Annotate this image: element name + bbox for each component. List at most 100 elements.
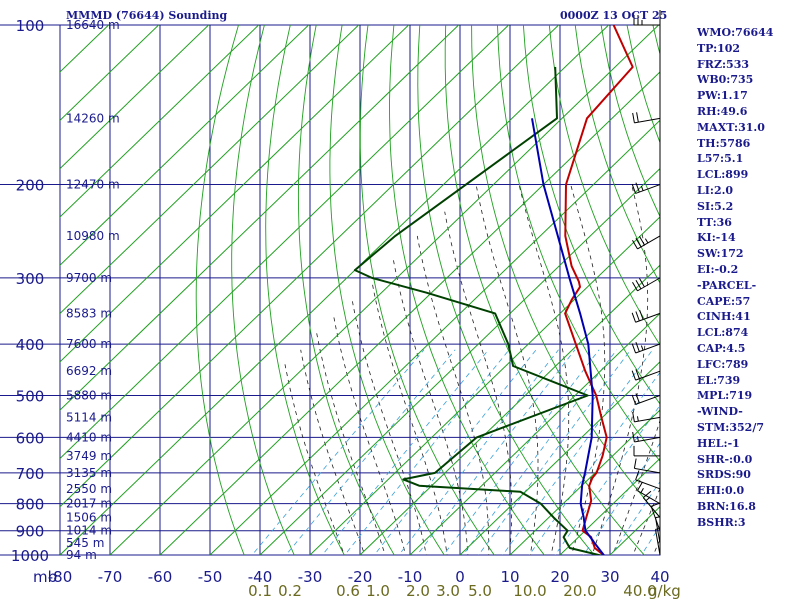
index-item: LCL:874 — [697, 326, 749, 340]
height-label: 3135 m — [66, 466, 112, 480]
isotherm — [60, 25, 510, 460]
height-label: 5114 m — [66, 410, 112, 424]
mixing-ratio-label: 0.1 — [248, 582, 272, 600]
isotherm — [359, 264, 660, 555]
isotherm — [559, 457, 660, 555]
isotherm — [409, 312, 660, 555]
height-label: 3749 m — [66, 449, 112, 463]
index-item: TH:5786 — [697, 136, 751, 150]
wind-barb — [637, 481, 661, 505]
dry-adiabat — [444, 25, 645, 555]
dry-adiabat — [574, 25, 660, 284]
dry-adiabat — [359, 25, 495, 555]
mixing-ratio-label: 5.0 — [468, 582, 492, 600]
moist-adiabat — [316, 332, 386, 555]
moist-adiabat — [416, 235, 490, 555]
mixing-ratio-label: 40.0 — [623, 582, 656, 600]
moist-adiabat — [518, 184, 570, 555]
index-item: TP:102 — [697, 41, 741, 55]
height-label: 1014 m — [66, 524, 112, 538]
temperature-tick-label: -10 — [398, 568, 423, 586]
index-item: LCL:899 — [697, 168, 749, 182]
temperature-tick-label: 20 — [550, 568, 569, 586]
isotherm — [60, 25, 210, 170]
temperature-line — [564, 25, 634, 555]
height-label: 6692 m — [66, 364, 112, 378]
index-item: WMO:76644 — [697, 26, 774, 39]
isotherm — [209, 119, 660, 555]
temperature-tick-label: 40 — [650, 568, 669, 586]
height-label: 14260 m — [66, 111, 120, 125]
temperature-tick-label: -40 — [248, 568, 273, 586]
wind-barb — [632, 112, 661, 124]
temperature-tick-label: -70 — [98, 568, 123, 586]
temperature-tick-label: 30 — [600, 568, 619, 586]
dry-adiabat — [265, 25, 345, 555]
mixing-ratio-line — [554, 404, 660, 555]
height-label: 9700 m — [66, 271, 112, 285]
wind-barb — [631, 182, 661, 194]
indices-panel: WMO:76644 TP:102 FRZ:533 WB0:735 PW:1.17 RH:4… — [697, 25, 797, 531]
index-item: CAP:4.5 — [697, 341, 746, 355]
isotherms — [60, 25, 660, 555]
dry-adiabat — [548, 25, 660, 346]
moist-adiabat — [284, 363, 345, 555]
pressure-unit-label: mb — [33, 568, 57, 586]
height-label: 5880 m — [66, 388, 112, 402]
moist-adiabat — [392, 257, 469, 555]
isotherm — [60, 25, 560, 508]
pressure-tick-label: 600 — [16, 429, 45, 447]
mixing-ratio-line — [528, 371, 660, 555]
height-label: 12470 m — [66, 178, 120, 192]
isotherm — [60, 25, 460, 411]
index-item: EI:-0.2 — [697, 262, 739, 276]
wind-barb — [631, 342, 661, 354]
pressure-tick-label: 400 — [16, 336, 45, 354]
mixing-ratio-label: 1.0 — [366, 582, 390, 600]
isotherm — [60, 25, 610, 555]
temperature-tick-label: -20 — [348, 568, 373, 586]
mixing-ratio-line — [640, 525, 660, 555]
pressure-tick-label: 100 — [16, 17, 45, 35]
height-label: 16640 m — [66, 18, 120, 32]
moist-adiabat — [444, 211, 513, 555]
index-item: SHR-:0.0 — [697, 452, 753, 466]
index-item: PW:1.17 — [697, 89, 748, 103]
isotherm — [60, 25, 360, 315]
wind-barb — [633, 445, 660, 457]
dry-adiabat — [195, 25, 245, 555]
dry-adiabat — [522, 25, 660, 405]
index-item: -WIND- — [697, 405, 743, 419]
pressure-tick-label: 500 — [16, 387, 45, 405]
chart-time: 0000Z 13 OCT 25 — [560, 9, 668, 22]
mixing-ratio-unit: g/kg — [648, 582, 681, 600]
dry-adiabat — [297, 25, 395, 555]
moist-adiabat — [333, 316, 407, 555]
mixing-ratio-label: 3.0 — [436, 582, 460, 600]
temperature-tick-label: -80 — [48, 568, 73, 586]
index-item: LI:2.0 — [697, 183, 734, 197]
mixing-ratio-line — [443, 349, 600, 555]
isotherm — [459, 361, 660, 555]
temperature-tick-label: -50 — [198, 568, 223, 586]
sounding-series — [353, 25, 634, 555]
isotherm — [259, 167, 660, 555]
pressure-tick-label: 700 — [16, 465, 45, 483]
wind-barb — [633, 15, 660, 26]
height-label: 1506 m — [66, 511, 112, 525]
mixing-ratio-label: 0.6 — [336, 582, 360, 600]
temperature-tick-label: -60 — [148, 568, 173, 586]
index-item: MPL:719 — [697, 389, 753, 403]
index-item: CINH:41 — [697, 310, 751, 324]
dry-adiabat — [231, 25, 295, 555]
index-item: HEL:-1 — [697, 436, 740, 450]
moist-adiabat — [300, 349, 366, 555]
index-item: WB0:735 — [697, 73, 754, 87]
index-item: LFC:789 — [697, 357, 749, 371]
wind-barb — [633, 458, 661, 474]
index-item: KI:-14 — [697, 231, 736, 245]
isotherm — [60, 25, 410, 363]
dry-adiabat — [471, 25, 660, 518]
moist-adiabat — [591, 184, 649, 555]
dry-adiabats — [195, 25, 660, 555]
